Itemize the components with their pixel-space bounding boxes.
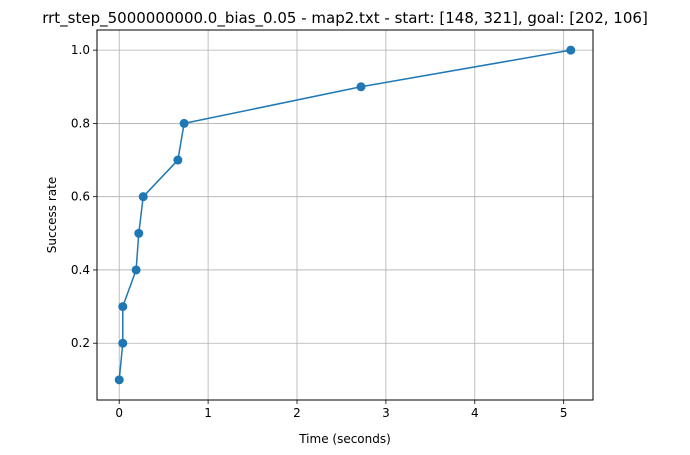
y-tick-label: 0.2 bbox=[71, 336, 90, 350]
x-tick-label: 0 bbox=[115, 406, 123, 420]
x-tick-label: 3 bbox=[382, 406, 390, 420]
data-point bbox=[179, 118, 189, 128]
y-tick-label: 0.4 bbox=[71, 263, 90, 277]
plot-frame bbox=[96, 29, 594, 401]
x-tick-label: 4 bbox=[471, 406, 479, 420]
data-point bbox=[134, 228, 144, 238]
x-tick-label: 5 bbox=[560, 406, 568, 420]
chart-title: rrt_step_5000000000.0_bias_0.05 - map2.t… bbox=[42, 9, 648, 28]
data-point bbox=[173, 155, 183, 165]
data-point bbox=[131, 265, 141, 275]
data-point bbox=[138, 192, 148, 202]
y-tick-label: 0.8 bbox=[71, 116, 90, 130]
ticks: 0 1 2 3 4 5 0.2 0.4 0.6 0.8 1.0 bbox=[71, 43, 568, 420]
data-point bbox=[114, 375, 124, 385]
data-point bbox=[356, 82, 366, 92]
x-axis-label: Time (seconds) bbox=[298, 432, 391, 446]
series-line bbox=[118, 49, 571, 380]
grid bbox=[97, 30, 593, 400]
series bbox=[114, 45, 576, 385]
x-tick-label: 2 bbox=[293, 406, 301, 420]
data-point bbox=[566, 45, 576, 55]
data-point bbox=[118, 338, 128, 348]
x-tick-label: 1 bbox=[204, 406, 212, 420]
y-tick-label: 1.0 bbox=[71, 43, 90, 57]
y-axis-label: Success rate bbox=[45, 177, 59, 254]
data-point bbox=[118, 302, 128, 312]
y-tick-label: 0.6 bbox=[71, 190, 90, 204]
